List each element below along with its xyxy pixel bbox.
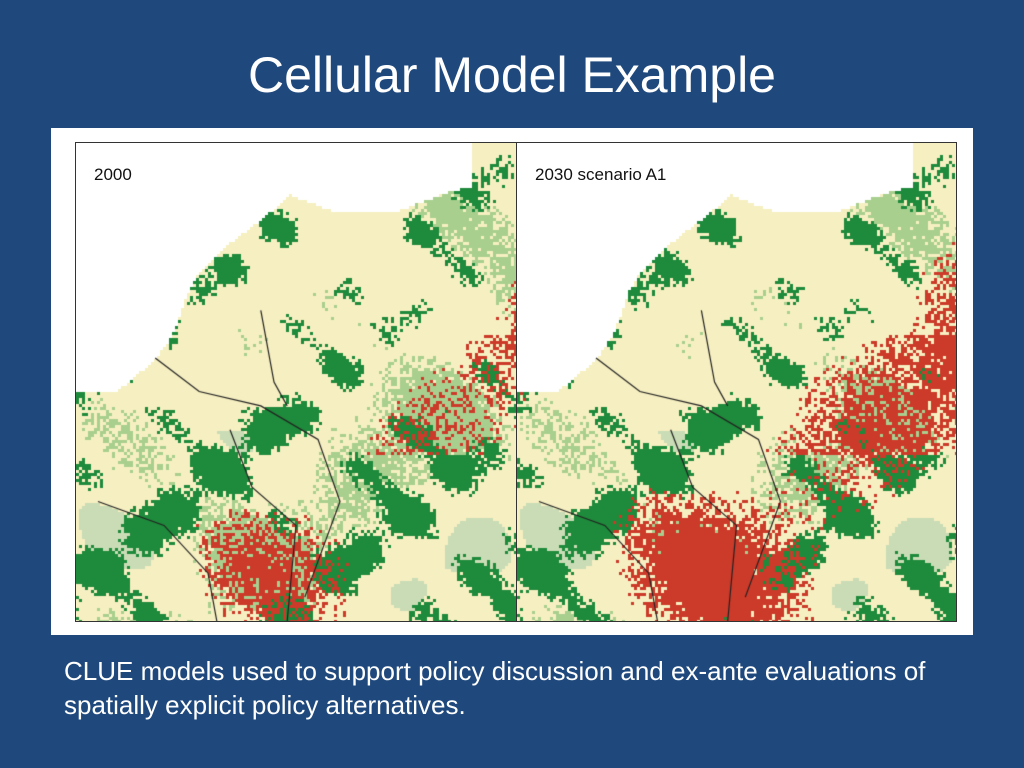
land-use-map-2000 (76, 143, 516, 621)
map-comparison: 2000 2030 scenario A1 (75, 142, 957, 622)
slide-title: Cellular Model Example (247, 47, 776, 103)
map-label-2030: 2030 scenario A1 (535, 165, 667, 184)
map-panel-2030: 2030 scenario A1 (516, 143, 956, 621)
map-panel-2000: 2000 (76, 143, 516, 621)
map-label-2000: 2000 (94, 165, 132, 184)
map-figure: 2000 2030 scenario A1 (51, 128, 973, 635)
slide-caption: CLUE models used to support policy discu… (64, 656, 926, 720)
land-use-map-2030 (517, 143, 956, 621)
